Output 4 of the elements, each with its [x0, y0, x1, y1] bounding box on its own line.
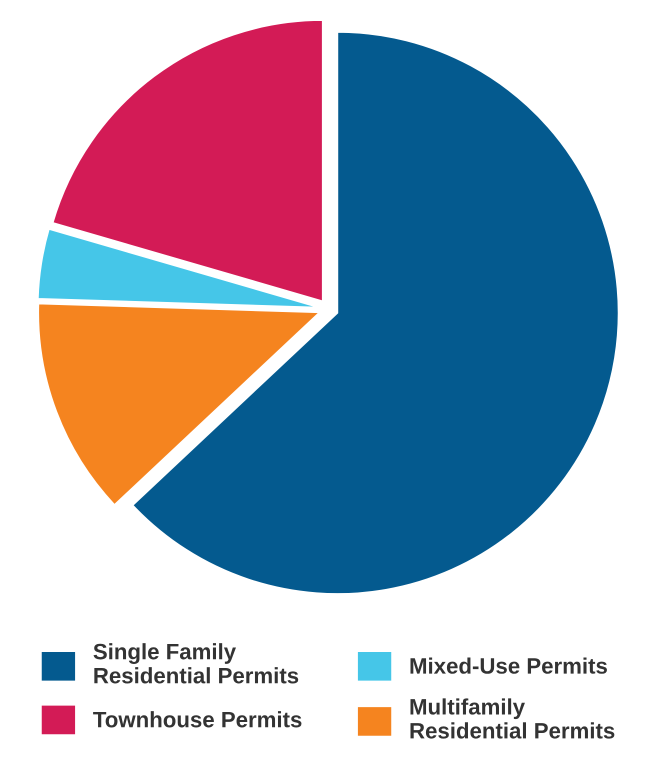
legend-label: Townhouse Permits — [93, 711, 302, 728]
legend-label: Single Family Residential Permits — [93, 643, 298, 684]
legend-label: Multifamily Residential Permits — [410, 698, 614, 739]
legend-label: Mixed-Use Permits — [410, 657, 607, 674]
